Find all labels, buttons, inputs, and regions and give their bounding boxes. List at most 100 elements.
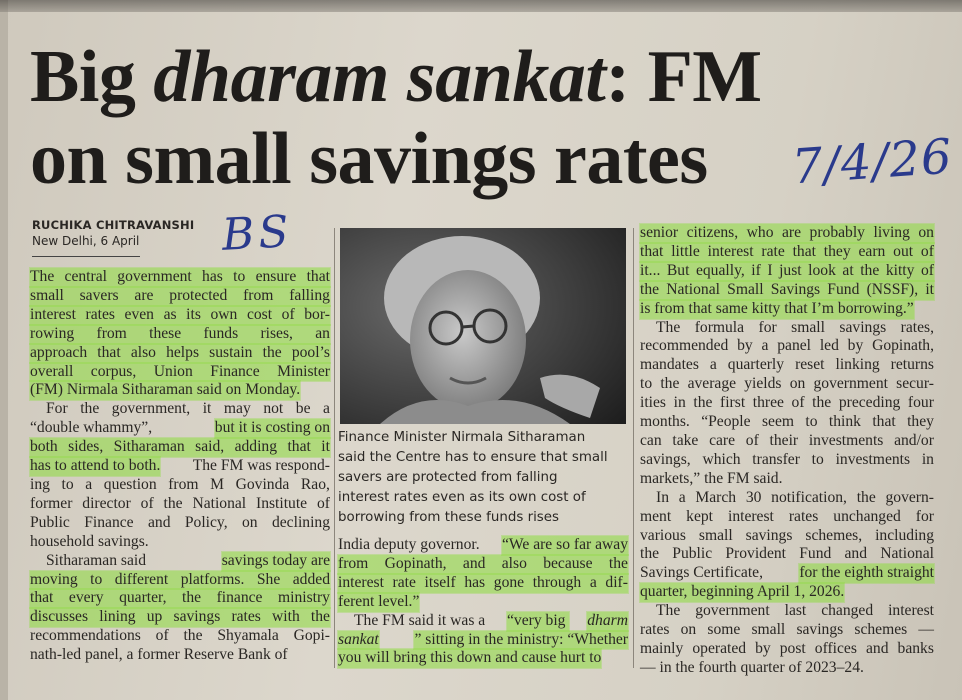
- word: a: [589, 573, 597, 591]
- word: from: [96, 324, 127, 342]
- text-segment: household savings.: [30, 532, 149, 550]
- word: of: [140, 494, 154, 512]
- word: rates,: [900, 318, 934, 336]
- word: falling: [289, 286, 330, 304]
- word: —: [918, 621, 934, 639]
- word: first: [720, 394, 746, 412]
- headline-text: : FM: [605, 36, 762, 118]
- caption-line: savers are protected from falling: [338, 470, 558, 485]
- text-line: ing to a question from M Govinda Rao,: [30, 476, 330, 495]
- word: savings: [173, 608, 221, 626]
- word: government,: [111, 400, 191, 418]
- highlighted-text: rowing from these funds rises, an: [30, 324, 330, 344]
- word: has: [464, 573, 486, 591]
- word: rates: [788, 507, 819, 525]
- word: may: [223, 400, 251, 418]
- word: savings: [745, 526, 793, 544]
- word: the: [310, 608, 330, 626]
- word: cost: [246, 305, 273, 323]
- text-line: The central government has to ensure that: [30, 268, 330, 287]
- word: rowing: [30, 324, 75, 342]
- text-line: from Gopinath, and also because the: [338, 554, 628, 574]
- word: finance: [216, 589, 263, 607]
- text-segment: ment kept interest rates unchanged for: [640, 508, 934, 527]
- word: preceding: [838, 394, 901, 412]
- word: reset: [795, 356, 825, 374]
- word: declining: [271, 513, 330, 531]
- word: said,: [195, 438, 225, 456]
- text-line: former director of the National Institute of: [30, 495, 330, 514]
- word: schemes: [854, 621, 908, 639]
- text-line: that little interest rate that they earn out of: [640, 242, 934, 262]
- word: equally,: [695, 261, 745, 279]
- word: operated: [692, 639, 747, 657]
- word: rates: [640, 621, 670, 639]
- word: (NSSF),: [866, 280, 919, 298]
- text-line: In a March 30 notification, the govern-: [640, 489, 934, 508]
- word: up: [146, 608, 163, 626]
- word: the: [860, 261, 880, 279]
- word: Finance: [84, 513, 134, 531]
- text-segment: mainly operated by post offices and banks: [640, 640, 934, 659]
- text-line: small savers are protected from falling: [30, 286, 330, 306]
- word: Rao,: [300, 475, 330, 493]
- word: on: [789, 375, 806, 393]
- word: savings: [796, 621, 844, 639]
- article-column-3: senior citizens, who are probably living on tha…: [640, 224, 934, 678]
- word: from: [243, 286, 274, 304]
- clipping-edge: [0, 0, 8, 700]
- word: senior: [640, 224, 679, 241]
- text-line: sankat ” sitting in the ministry: “Whethe…: [338, 630, 628, 650]
- word: three: [752, 394, 784, 412]
- word: and: [844, 545, 868, 563]
- text-segment: Sitharaman said: [46, 551, 150, 569]
- word: question: [103, 475, 157, 493]
- text-line: India deputy governor. “We are so far aw…: [338, 536, 628, 555]
- word: mandates: [640, 356, 699, 374]
- word: small: [791, 318, 825, 336]
- word: in: [673, 394, 686, 412]
- word: protected: [169, 286, 228, 304]
- headline-line-2: on small savings rates: [30, 118, 708, 200]
- word: a: [323, 400, 330, 418]
- word: But: [666, 261, 690, 279]
- highlighted-text: interest rates even as its own cost of bor-: [30, 305, 330, 325]
- word: that: [640, 242, 664, 260]
- text-segment: mandates a quarterly reset linking returns: [640, 356, 934, 375]
- word: rate: [761, 242, 785, 260]
- word: M: [210, 475, 224, 493]
- word: an: [315, 324, 330, 342]
- word: moving: [30, 570, 78, 588]
- text-segment: India deputy governor.: [338, 536, 484, 553]
- highlighted-text: senior citizens, who are probably living on: [640, 224, 934, 243]
- highlighted-text: “very big: [507, 611, 570, 631]
- text-segment: can take care of their investments and/or: [640, 432, 934, 451]
- word: that: [30, 589, 54, 607]
- word: investments: [835, 450, 911, 468]
- word: The: [656, 602, 681, 620]
- word: with: [272, 608, 300, 626]
- word: The: [656, 318, 681, 336]
- text-line: savings, which transfer to investments in: [640, 451, 934, 470]
- word: discusses: [30, 608, 89, 626]
- word: offices: [814, 639, 857, 657]
- highlighted-text: but it is costing on: [214, 419, 330, 439]
- text-line: Public Finance and Policy, on declining: [30, 514, 330, 533]
- word: quarter,: [119, 589, 167, 607]
- caption-line: said the Centre has to ensure that small: [338, 450, 608, 465]
- word: seem: [761, 413, 794, 431]
- text-line: various small savings schemes, including: [640, 527, 934, 546]
- handwritten-initials: BS: [220, 206, 294, 261]
- text-segment: The FM was respond-: [189, 457, 330, 475]
- text-segment: the Public Provident Fund and National: [640, 545, 934, 564]
- text-line: can take care of their investments and/or: [640, 432, 934, 451]
- text-line: quarter, beginning April 1, 2026.: [640, 583, 934, 603]
- word: director: [82, 494, 131, 512]
- word: the: [660, 375, 680, 393]
- caption-line: interest rates even as its own cost of: [338, 490, 586, 505]
- text-line: both sides, Sitharaman said, adding that it: [30, 438, 330, 458]
- word: various: [640, 526, 686, 544]
- column-divider: [633, 228, 634, 668]
- text-segment: The formula for small savings rates,: [656, 319, 934, 338]
